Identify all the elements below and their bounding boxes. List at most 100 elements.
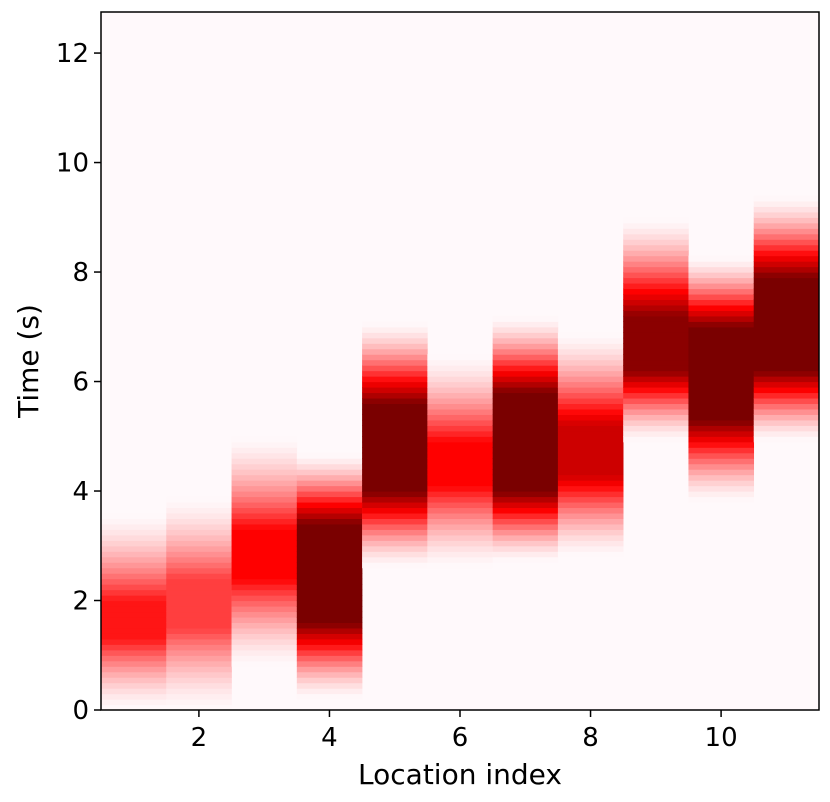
heatmap-cell	[492, 337, 559, 344]
heatmap-cell	[557, 365, 624, 372]
heatmap-cell	[101, 644, 167, 651]
heatmap-cell	[101, 682, 167, 689]
heatmap-cell	[557, 414, 624, 421]
heatmap-cell	[688, 365, 755, 372]
heatmap-cell	[231, 480, 298, 487]
heatmap-cell	[427, 392, 493, 399]
heatmap-cell	[753, 195, 820, 202]
heatmap-cell	[753, 397, 820, 405]
heatmap-cell	[166, 677, 232, 684]
heatmap-column-9	[623, 217, 689, 443]
heatmap-cell	[688, 430, 755, 437]
heatmap-cell	[101, 622, 167, 629]
heatmap-cell	[557, 425, 624, 432]
heatmap-cell	[101, 699, 167, 706]
heatmap-cell	[688, 370, 755, 377]
heatmap-cell	[362, 540, 428, 547]
heatmap-cell	[753, 348, 820, 355]
heatmap-cell	[427, 419, 493, 426]
heatmap-cell	[753, 419, 820, 426]
heatmap-cell	[427, 414, 493, 421]
heatmap-cell	[362, 529, 428, 536]
heatmap-cell	[492, 419, 559, 426]
heatmap-cell	[557, 376, 624, 383]
heatmap-cell	[427, 452, 493, 459]
heatmap-cell	[362, 430, 428, 437]
heatmap-cell	[688, 332, 755, 339]
heatmap-cell	[623, 414, 689, 421]
heatmap-cell	[688, 441, 755, 448]
heatmap-cell	[492, 501, 559, 509]
heatmap-cell	[492, 359, 559, 366]
heatmap-cell	[623, 337, 689, 344]
heatmap-cell	[492, 392, 559, 399]
heatmap-cell	[623, 315, 689, 322]
heatmap-cell	[688, 463, 755, 470]
heatmap-cell	[296, 611, 363, 618]
heatmap-cell	[362, 447, 428, 454]
heatmap-cell	[231, 469, 298, 476]
heatmap-cell	[623, 354, 689, 361]
heatmap-cell	[427, 507, 493, 514]
heatmap-cell	[623, 304, 689, 311]
heatmap-cell	[753, 392, 820, 399]
heatmap-cell	[296, 633, 363, 640]
heatmap-cell	[753, 403, 820, 410]
heatmap-cell	[688, 348, 755, 355]
heatmap-cell	[688, 261, 755, 268]
heatmap-cell	[753, 430, 820, 437]
heatmap-cell	[492, 452, 559, 459]
heatmap-cell	[166, 638, 232, 645]
heatmap-cell	[688, 343, 755, 350]
heatmap-cell	[362, 403, 428, 410]
heatmap-cell	[753, 337, 820, 344]
heatmap-cell	[166, 562, 232, 569]
heatmap-cell	[557, 408, 624, 415]
heatmap-cell	[296, 507, 363, 514]
heatmap-cell	[427, 441, 493, 448]
y-tick-label: 4	[72, 477, 89, 507]
heatmap-cell	[101, 693, 167, 700]
heatmap-cell	[753, 261, 820, 268]
heatmap-cell	[557, 469, 624, 476]
heatmap-cell	[101, 562, 167, 569]
heatmap-cell	[492, 551, 559, 558]
heatmap-cell	[296, 622, 363, 629]
heatmap-cell	[296, 573, 363, 580]
heatmap-cell	[688, 485, 755, 492]
heatmap-cell	[166, 595, 232, 602]
heatmap-cell	[688, 272, 755, 279]
heatmap-cell	[492, 315, 559, 322]
heatmap-cell	[362, 545, 428, 552]
heatmap-cell	[557, 501, 624, 509]
heatmap-cell	[101, 589, 167, 596]
heatmap-cell	[296, 600, 363, 607]
heatmap-cell	[362, 518, 428, 525]
heatmap-cell	[362, 337, 428, 344]
heatmap-cell	[427, 562, 493, 569]
heatmap-cell	[427, 469, 493, 476]
heatmap-cell	[427, 529, 493, 536]
heatmap-cell	[101, 611, 167, 618]
heatmap-cell	[688, 496, 755, 503]
y-axis-label: Time (s)	[12, 304, 45, 419]
heatmap-cell	[623, 436, 689, 443]
heatmap-cell	[362, 354, 428, 361]
heatmap-cell	[296, 458, 363, 465]
heatmap-cell	[231, 491, 298, 498]
heatmap-cell	[166, 529, 232, 536]
heatmap-cell	[492, 480, 559, 487]
heatmap-cell	[231, 655, 298, 662]
heatmap-cell	[296, 688, 363, 695]
heatmap-cell	[427, 551, 493, 558]
heatmap-cell	[492, 403, 559, 410]
heatmap-cell	[101, 633, 167, 640]
heatmap-cell	[166, 584, 232, 591]
heatmap-cell	[557, 332, 624, 339]
heatmap-cell	[427, 397, 493, 405]
heatmap-cell	[753, 206, 820, 213]
heatmap-cell	[101, 627, 167, 634]
heatmap-cell	[492, 354, 559, 361]
heatmap-cell	[688, 408, 755, 415]
heatmap-cell	[688, 452, 755, 459]
